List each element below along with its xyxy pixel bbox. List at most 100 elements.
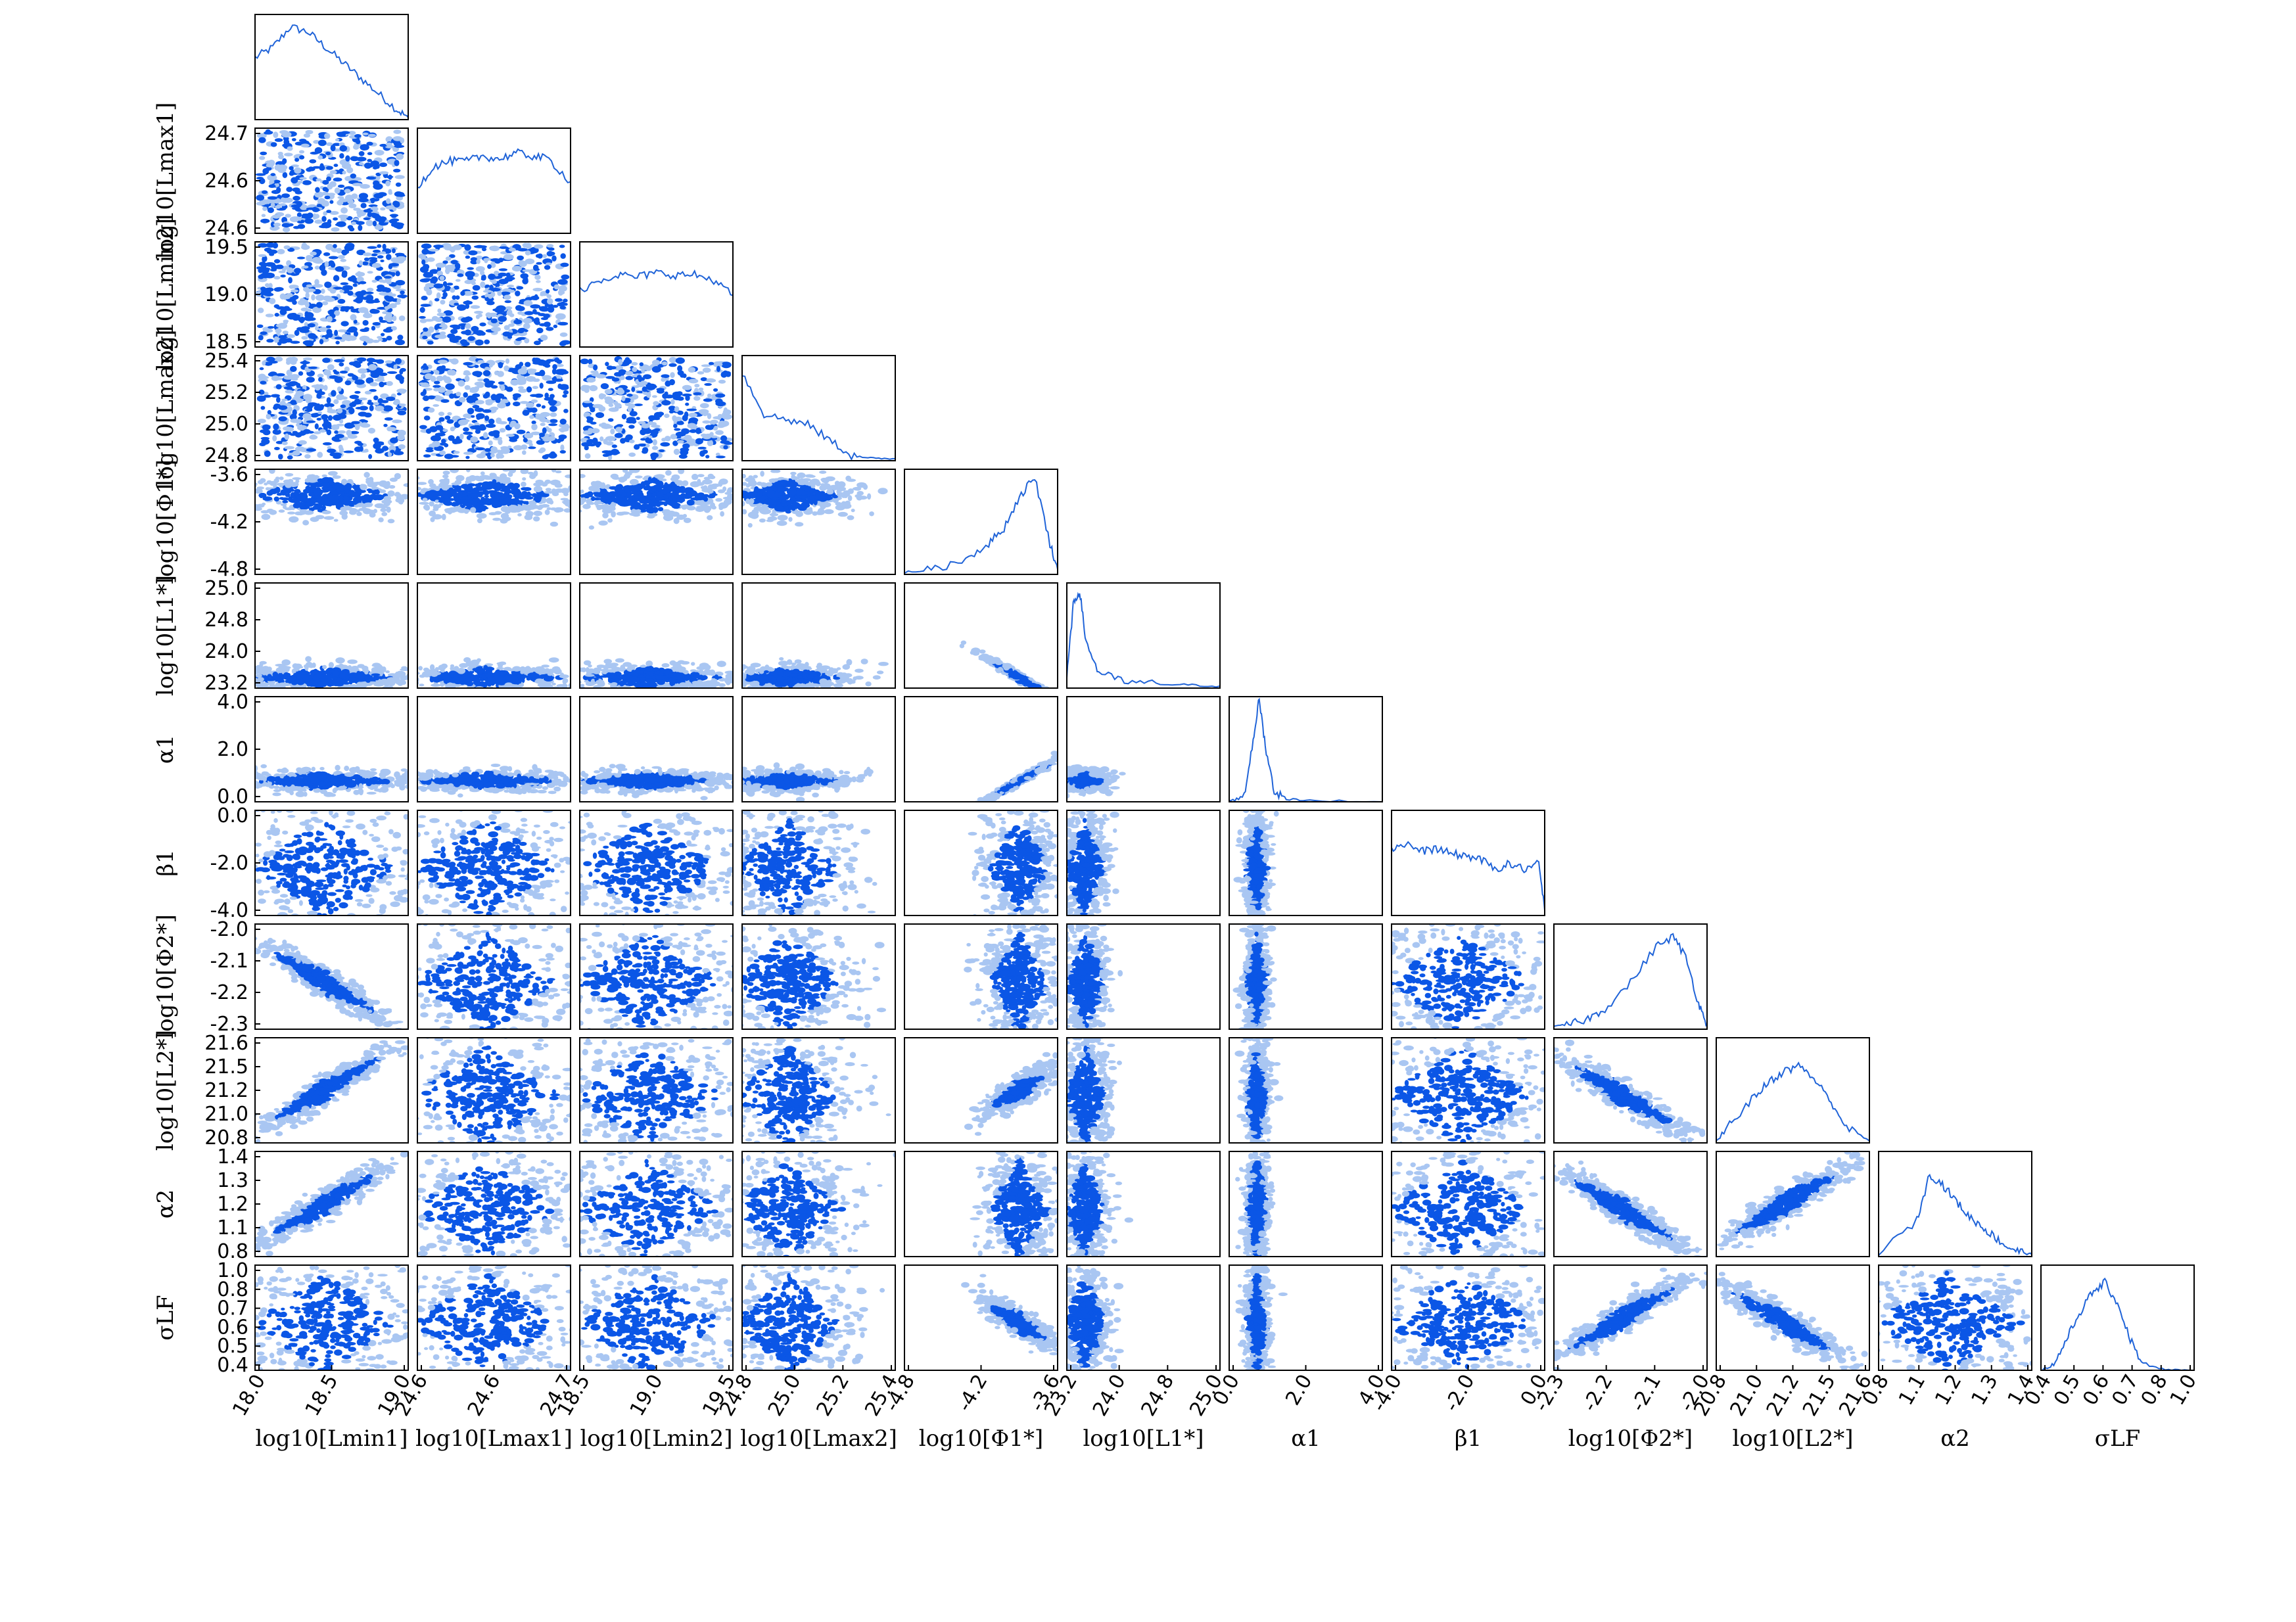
density-blob	[342, 334, 349, 340]
density-blob	[384, 315, 392, 321]
density-blob	[622, 396, 626, 402]
density-blob	[459, 497, 470, 500]
density-blob	[340, 507, 348, 511]
density-blob	[410, 479, 415, 486]
density-blob	[819, 471, 826, 474]
density-blob	[431, 436, 439, 441]
density-blobs	[419, 356, 570, 459]
density-blob	[375, 676, 380, 680]
density-blob	[397, 335, 403, 340]
density-blob	[695, 438, 703, 445]
density-blob	[546, 476, 550, 479]
density-blob	[292, 477, 300, 480]
density-blob	[638, 376, 642, 382]
density-blob	[524, 433, 533, 439]
density-blob	[518, 386, 524, 389]
density-blob	[777, 521, 787, 526]
density-blob	[262, 514, 271, 520]
density-blob	[298, 371, 303, 376]
density-blob	[584, 388, 590, 393]
density-blob	[548, 428, 552, 432]
density-blob	[356, 210, 361, 214]
density-blob	[284, 482, 289, 485]
density-blob	[547, 436, 555, 441]
density-blob	[301, 244, 310, 250]
density-blob	[386, 143, 392, 147]
density-blob	[867, 494, 871, 500]
density-blob	[287, 293, 293, 296]
density-blob	[354, 391, 360, 394]
density-blob	[258, 254, 267, 257]
density-blob	[631, 419, 636, 424]
density-blob	[669, 357, 677, 363]
density-blob	[284, 245, 291, 249]
density-blob	[283, 172, 288, 178]
density-blob	[814, 499, 818, 505]
density-blob	[398, 192, 405, 197]
density-blob	[647, 515, 655, 519]
density-blob	[548, 423, 557, 426]
density-blob	[444, 377, 452, 383]
density-blob	[287, 455, 293, 459]
density-blob	[268, 410, 271, 415]
density-blob	[737, 494, 741, 498]
density-blob	[456, 295, 460, 300]
density-blob	[373, 396, 378, 400]
density-blob	[722, 414, 732, 420]
density-blob	[352, 183, 363, 186]
marginal-line-log_Phi1	[904, 480, 1058, 573]
density-blob	[388, 519, 395, 524]
density-blob	[800, 499, 809, 502]
density-blob	[380, 260, 384, 262]
density-blob	[800, 486, 810, 489]
density-blob	[547, 298, 553, 305]
density-blob	[488, 419, 495, 425]
density-blob	[361, 423, 367, 428]
density-blob	[340, 290, 344, 293]
density-blob	[555, 313, 566, 320]
density-blob	[703, 497, 708, 501]
density-blob	[266, 339, 273, 343]
density-blob	[571, 702, 578, 707]
density-blob	[536, 404, 542, 407]
density-blob	[350, 174, 356, 179]
panel-log_Lmin2-vs-log_Lmax2	[580, 356, 733, 461]
density-blob	[560, 263, 569, 267]
density-blob	[629, 513, 639, 516]
density-blob	[281, 296, 291, 300]
density-blob	[520, 273, 528, 279]
density-blob	[307, 475, 314, 480]
density-blob	[372, 280, 377, 283]
density-blob	[340, 283, 348, 285]
density-blob	[315, 327, 319, 331]
density-blob	[440, 300, 445, 304]
density-blob	[475, 448, 485, 451]
density-blob	[434, 283, 443, 289]
density-blob	[517, 430, 526, 434]
density-blob	[652, 359, 660, 365]
density-blob	[648, 436, 652, 438]
density-blob	[507, 484, 511, 488]
density-blob	[503, 331, 511, 336]
density-blob	[615, 433, 623, 438]
density-blob	[327, 397, 331, 404]
density-blob	[500, 399, 509, 404]
density-blob	[273, 276, 280, 279]
density-blob	[721, 361, 732, 368]
density-blob	[525, 311, 534, 315]
density-blob	[373, 166, 378, 170]
density-blob	[629, 467, 636, 473]
marginal-line-log_Lmax2	[742, 376, 895, 459]
density-blob	[423, 327, 428, 332]
density-blob	[298, 512, 304, 515]
density-blob	[693, 392, 702, 396]
density-blob	[379, 671, 384, 674]
density-blob	[350, 314, 357, 321]
density-blob	[482, 409, 491, 413]
density-blob	[266, 678, 276, 682]
density-blob	[558, 290, 563, 296]
density-blob	[271, 202, 275, 208]
density-blob	[611, 366, 616, 369]
density-blob	[571, 685, 578, 691]
density-blob	[259, 493, 264, 498]
